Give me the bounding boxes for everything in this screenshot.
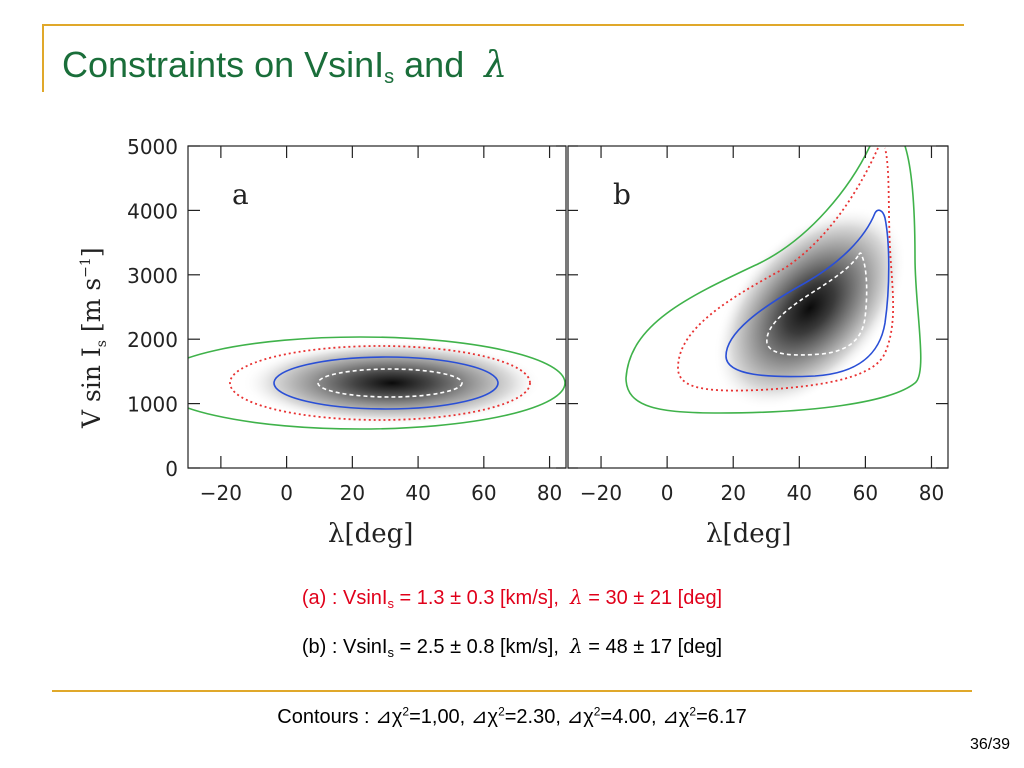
panel-a-contour-1-00 (317, 368, 463, 398)
panel-a-contour-6-17 (188, 336, 566, 430)
x-axis-label-b: λ[deg] (706, 519, 791, 549)
panel-b-contour-2-30 (725, 209, 890, 378)
x-tick-label: 60 (853, 481, 878, 505)
panel-b-contour-4-00 (677, 147, 895, 392)
x-tick-label: 40 (787, 481, 812, 505)
panel-b-density (713, 206, 907, 410)
panel-b: b (567, 145, 949, 469)
y-tick-labels: 0 1000 2000 3000 4000 5000 (127, 135, 948, 481)
y-tick-label: 0 (165, 457, 178, 481)
x-axis-label-a: λ[deg] (328, 519, 413, 549)
x-tick-labels-b: −20 0 20 40 60 80 (580, 146, 944, 505)
title-main: Constraints on VsinI (62, 44, 385, 85)
y-tick-label: 4000 (127, 199, 178, 223)
y-tick-label: 5000 (127, 135, 178, 159)
x-tick-label: 80 (919, 481, 944, 505)
title-lambda: λ (484, 45, 508, 86)
panel-b-label: b (613, 178, 631, 211)
result-line-b: (b) : VsinIs = 2.5 ± 0.8 [km/s], λ = 48 … (301, 634, 723, 660)
x-tick-labels-a: −20 0 20 40 60 80 (200, 146, 562, 505)
panel-a-contour-2-30 (273, 356, 499, 410)
x-tick-label: 80 (537, 481, 562, 505)
panel-a: a (187, 145, 567, 469)
panel-a-label: a (232, 178, 249, 211)
y-tick-label: 1000 (127, 393, 178, 417)
x-tick-label: 20 (340, 481, 365, 505)
top-accent-line (42, 24, 964, 26)
contour-figure: a b 0 1000 2000 3000 4000 5000 −20 0 20 40 60 80 −… (77, 135, 949, 549)
panel-b-contour-6-17 (625, 146, 922, 414)
slide-title: Constraints on VsinIs and λ (62, 44, 507, 89)
x-tick-label: 40 (405, 481, 430, 505)
y-tick-label: 2000 (127, 328, 178, 352)
title-subscript: s (384, 66, 395, 88)
y-tick-label: 3000 (127, 264, 178, 288)
panel-a-contour-4-00 (229, 345, 531, 421)
x-tick-label: 60 (471, 481, 496, 505)
result-line-a: (a) : VsinIs = 1.3 ± 0.3 [km/s], λ = 30 … (301, 585, 723, 611)
title-and: and (394, 44, 465, 85)
left-accent-line (42, 24, 44, 92)
panel-a-density (242, 341, 542, 425)
y-axis-label: V sin Is[m s−1] (77, 247, 110, 429)
x-tick-label: −20 (200, 481, 242, 505)
page-number: 36/39 (969, 736, 1010, 753)
x-tick-label: 0 (280, 481, 293, 505)
x-tick-label: −20 (580, 481, 622, 505)
contour-levels-caption: Contours : ⊿χ2=1,00, ⊿χ2=2.30, ⊿χ2=4.00,… (277, 704, 747, 728)
x-tick-label: 0 (661, 481, 674, 505)
bottom-divider (52, 690, 972, 692)
x-tick-label: 20 (720, 481, 745, 505)
